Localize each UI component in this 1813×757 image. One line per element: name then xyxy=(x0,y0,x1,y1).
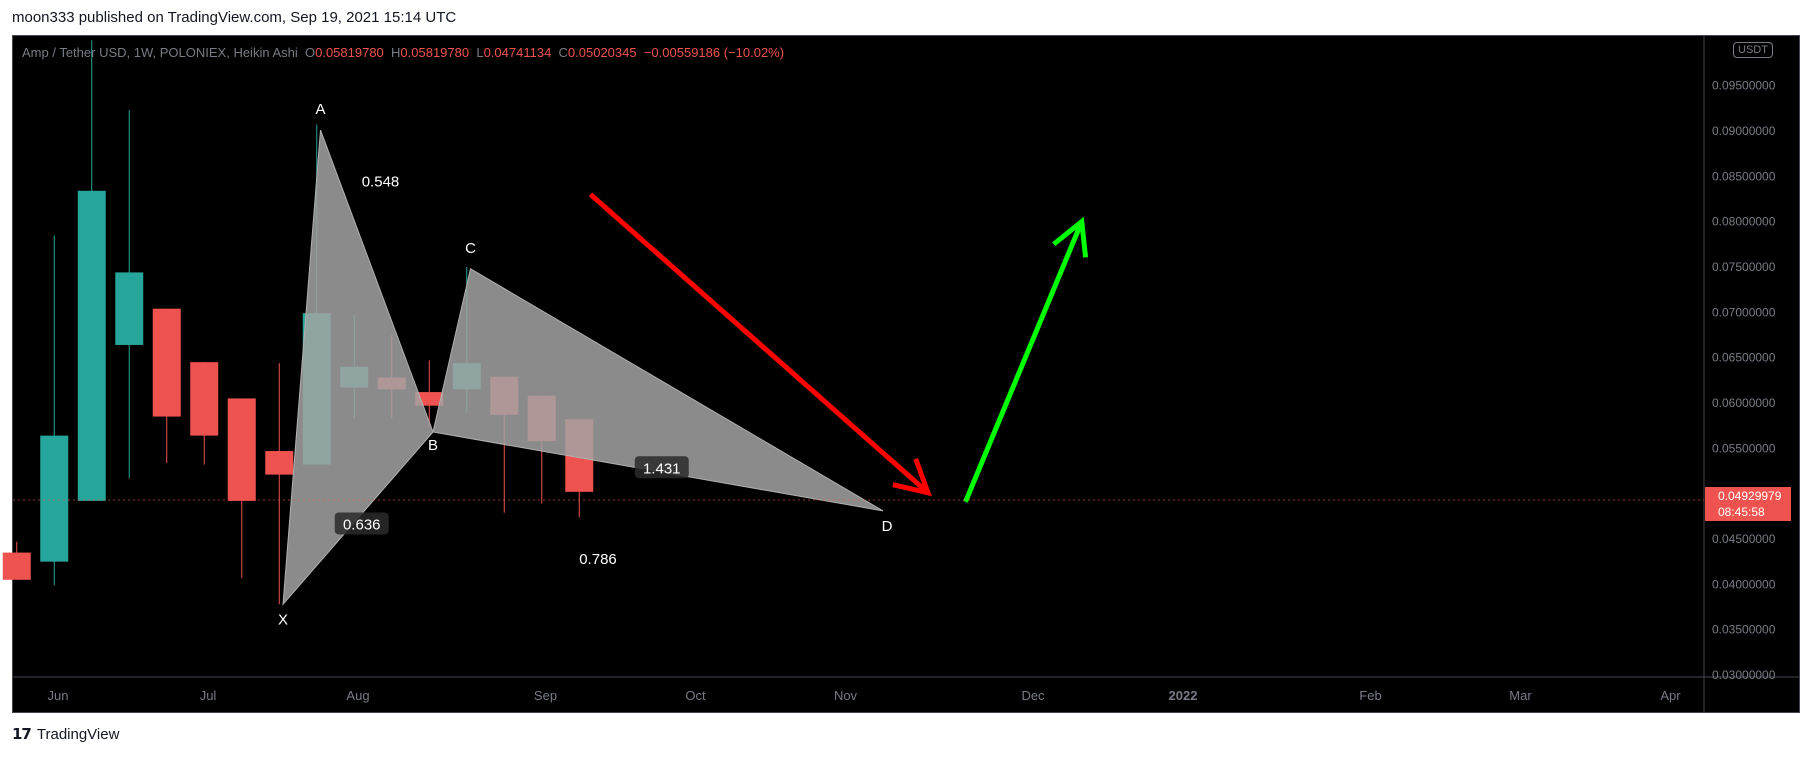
arrow-down-shaft xyxy=(588,192,930,495)
candle-body xyxy=(77,190,106,501)
symbol-name: Amp / Tether USD, 1W, POLONIEX, Heikin A… xyxy=(22,45,298,60)
currency-button[interactable]: USDT xyxy=(1733,42,1773,58)
candle-body xyxy=(115,272,144,345)
price-tick-label: 0.05500000 xyxy=(1712,441,1776,455)
close-value: 0.05020345 xyxy=(567,45,637,60)
arrow-up-head xyxy=(1052,216,1089,258)
price-tick-label: 0.07000000 xyxy=(1712,305,1776,319)
time-tick-label: Nov xyxy=(834,688,858,703)
pattern-point-label: B xyxy=(428,437,438,454)
time-tick-label: Mar xyxy=(1509,688,1532,703)
published-caption: moon333 published on TradingView.com, Se… xyxy=(12,9,457,26)
price-tick-label: 0.03500000 xyxy=(1712,623,1776,637)
price-tick-label: 0.09000000 xyxy=(1712,124,1776,138)
open-label: O xyxy=(304,45,316,60)
price-tick-label: 0.08000000 xyxy=(1712,215,1776,229)
time-tick-label: Feb xyxy=(1359,688,1381,703)
candle-body xyxy=(265,451,294,475)
candle-body xyxy=(152,308,181,417)
price-tick-label: 0.09500000 xyxy=(1712,79,1776,93)
ratio-label: 0.786 xyxy=(579,551,617,568)
time-tick-label: Jun xyxy=(48,688,69,703)
price-tick-label: 0.04500000 xyxy=(1712,532,1776,546)
time-tick-label: Dec xyxy=(1021,688,1045,703)
candle-body xyxy=(40,435,69,562)
pattern-point-label: C xyxy=(465,240,476,257)
close-label: C xyxy=(558,45,568,60)
low-value: 0.04741134 xyxy=(483,45,552,60)
pattern-point-label: X xyxy=(278,611,288,628)
price-tick-label: 0.03000000 xyxy=(1712,668,1776,682)
price-tick-label: 0.08500000 xyxy=(1712,169,1776,183)
ratio-label: 0.636 xyxy=(343,516,381,533)
brand-name[interactable]: TradingView xyxy=(36,725,120,743)
arrow-down-head xyxy=(892,458,932,497)
price-tick-label: 0.04000000 xyxy=(1712,577,1776,591)
price-tick-label: 0.06500000 xyxy=(1712,351,1776,365)
candle-body xyxy=(190,362,219,436)
ratio-label: 1.431 xyxy=(643,460,681,477)
time-tick-label: 2022 xyxy=(1169,688,1198,703)
time-tick-label: Aug xyxy=(346,688,369,703)
pattern-point-label: D xyxy=(882,518,893,535)
tradingview-logo-icon[interactable]: 17 xyxy=(12,725,32,743)
last-price-tag: 0.04929979 08:45:58 xyxy=(1705,487,1791,521)
time-tick-label: Jul xyxy=(200,688,217,703)
last-price-value: 0.04929979 xyxy=(1718,489,1782,503)
symbol-legend: Amp / Tether USD, 1W, POLONIEX, Heikin A… xyxy=(22,45,784,60)
price-tick-label: 0.06000000 xyxy=(1712,396,1776,410)
ratio-label-box xyxy=(634,456,689,479)
low-label: L xyxy=(476,45,484,60)
high-label: H xyxy=(391,45,401,60)
pattern-point-label: A xyxy=(315,101,325,118)
price-tick-label: 0.07500000 xyxy=(1712,260,1776,274)
change-value: −0.00559186 (−10.02%) xyxy=(643,45,785,60)
time-tick-label: Sep xyxy=(534,688,557,703)
arrow-up-shaft xyxy=(963,220,1085,503)
ratio-label-box xyxy=(334,512,389,535)
footer: 17 TradingView xyxy=(12,725,119,743)
high-value: 0.05819780 xyxy=(400,45,470,60)
time-tick-label: Oct xyxy=(685,688,706,703)
open-value: 0.05819780 xyxy=(315,45,384,60)
ratio-label: 0.548 xyxy=(362,174,400,191)
time-tick-label: Apr xyxy=(1660,688,1681,703)
candle-body xyxy=(227,398,256,501)
bar-countdown: 08:45:58 xyxy=(1718,505,1765,519)
candle-body xyxy=(2,552,31,580)
